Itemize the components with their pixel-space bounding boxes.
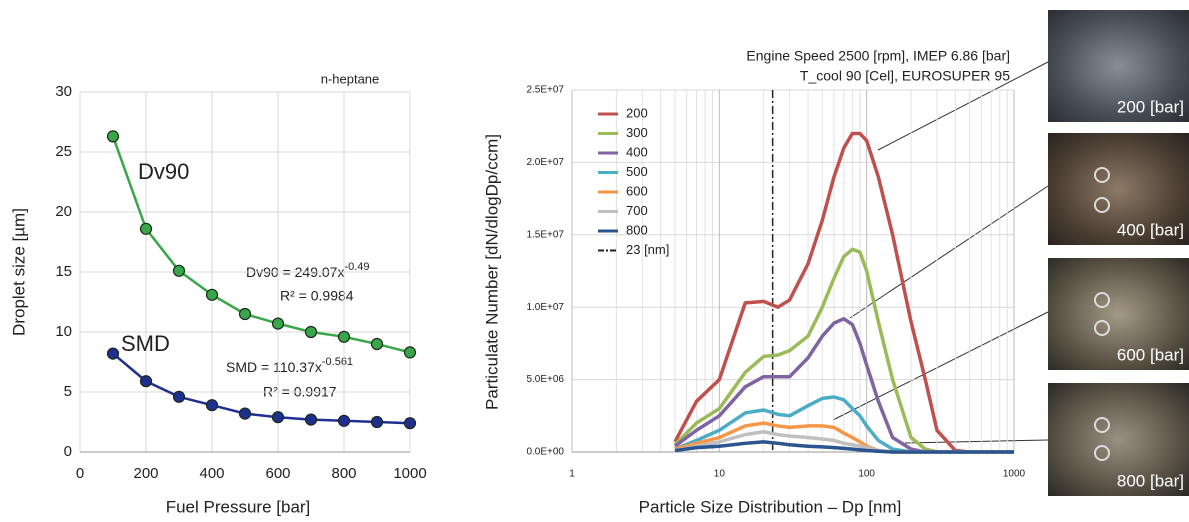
chart-subtitle: T_cool 90 [Cel], EUROSUPER 95 <box>800 68 1010 84</box>
y-tick-label: 10 <box>55 323 72 340</box>
y-tick-label: 25 <box>55 143 72 160</box>
marker <box>238 407 252 420</box>
legend-label: 200 <box>626 105 648 120</box>
x-tick-label: 800 <box>331 465 356 482</box>
callout-line <box>832 311 1049 421</box>
photo <box>1048 133 1189 245</box>
legend-label: 600 <box>626 183 648 198</box>
nozzle-hole <box>1094 445 1110 461</box>
x-tick-label: 0 <box>76 465 84 482</box>
x-tick-label: 200 <box>133 465 158 482</box>
legend-label: 400 <box>626 144 648 159</box>
marker <box>139 222 153 235</box>
nozzle-hole <box>1094 167 1110 183</box>
marker <box>403 417 417 430</box>
y-tick-label: 2.0E+07 <box>526 157 564 168</box>
x-axis-title: Fuel Pressure [bar] <box>166 497 311 516</box>
nozzle-hole <box>1094 417 1110 433</box>
marker <box>106 130 120 143</box>
x-tick-label: 1000 <box>1003 469 1026 480</box>
marker <box>304 325 318 339</box>
legend-label: 500 <box>626 164 648 179</box>
photo <box>1048 10 1189 122</box>
chart: 0.0E+00 5.0E+06 1.0E+07 1.5E+07 2.0E+07 2.5E+… <box>526 85 1025 480</box>
fit-r2: R² = 0.9984 <box>280 288 354 304</box>
x-tick-label: 100 <box>858 469 875 480</box>
marker <box>172 264 186 277</box>
y-axis-title: Droplet size [µm] <box>9 208 28 336</box>
legend-label: 700 <box>626 203 648 218</box>
callouts <box>832 61 1049 444</box>
marker <box>205 399 219 412</box>
marker <box>271 411 285 424</box>
series-line <box>111 135 411 354</box>
series-label: SMD <box>121 331 170 356</box>
marker <box>337 414 351 427</box>
fit-equation: SMD = 110.37x-0.561 <box>226 356 353 375</box>
marker <box>403 346 417 359</box>
annotation: n-heptane <box>321 71 380 86</box>
legend-label: 23 [nm] <box>626 242 669 257</box>
series-line <box>673 131 1014 454</box>
photos: 200 [bar] 400 [bar] 600 [bar] 800 [bar] <box>1048 10 1189 496</box>
marker <box>304 413 318 426</box>
marker <box>370 337 384 351</box>
fit-equation: Dv90 = 249.07x-0.49 <box>246 261 370 280</box>
series-line <box>673 247 1014 454</box>
nozzle-hole <box>1094 320 1110 336</box>
marker <box>139 375 153 388</box>
y-axis-title: Particulate Number [dN/dlogDp/ccm] <box>482 134 501 410</box>
photo-label: 400 [bar] <box>1117 220 1184 239</box>
series-line <box>112 352 411 425</box>
x-tick-label: 400 <box>199 465 224 482</box>
y-tick-label: 5.0E+06 <box>526 374 564 385</box>
chart: 0 5 10 15 20 25 30 0 200 400 600 800 1000 Dv90 SMD <box>55 83 426 482</box>
legend-label: 300 <box>626 125 648 140</box>
marker <box>205 288 219 301</box>
legend-label: 800 <box>626 222 648 237</box>
y-tick-label: 2.5E+07 <box>526 85 564 96</box>
photo <box>1048 258 1189 370</box>
y-tick-label: 5 <box>64 383 72 400</box>
x-tick-label: 1000 <box>393 465 426 482</box>
y-tick-label: 0.0E+00 <box>526 447 564 458</box>
y-tick-label: 15 <box>55 263 72 280</box>
y-tick-label: 30 <box>55 83 72 100</box>
photo <box>1048 383 1189 496</box>
marker <box>370 415 384 429</box>
photo-label: 600 [bar] <box>1117 345 1184 364</box>
callout-line <box>877 61 1049 151</box>
x-tick-label: 1 <box>569 469 575 480</box>
marker <box>238 307 252 321</box>
callout-line <box>904 439 1049 444</box>
marker <box>271 317 285 330</box>
marker <box>337 330 351 343</box>
x-tick-label: 10 <box>714 469 726 480</box>
marker <box>172 390 186 403</box>
marker <box>106 347 120 360</box>
chart-title: Engine Speed 2500 [rpm], IMEP 6.86 [bar] <box>746 48 1010 64</box>
photo-label: 800 [bar] <box>1117 471 1184 490</box>
series-label: Dv90 <box>138 159 189 184</box>
x-axis-title: Particle Size Distribution – Dp [nm] <box>639 497 902 516</box>
y-tick-label: 0 <box>64 443 72 460</box>
series-line <box>674 440 1014 454</box>
nozzle-hole <box>1094 292 1110 308</box>
x-tick-label: 600 <box>265 465 290 482</box>
callout-line <box>849 185 1049 319</box>
nozzle-hole <box>1094 197 1110 213</box>
y-tick-label: 1.0E+07 <box>526 302 564 313</box>
y-tick-label: 1.5E+07 <box>526 229 564 240</box>
photo-label: 200 [bar] <box>1117 97 1184 116</box>
y-tick-label: 20 <box>55 203 72 220</box>
